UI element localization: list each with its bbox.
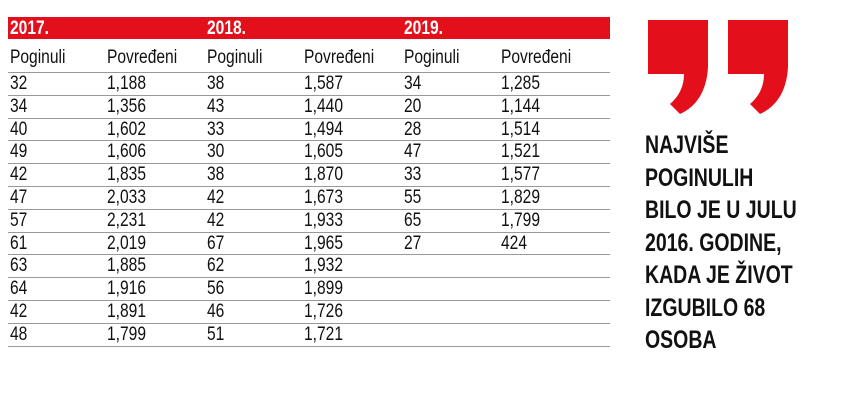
- table-cell: 43: [207, 95, 225, 117]
- row-divider: [8, 163, 610, 165]
- table-cell: 1,514: [501, 118, 540, 140]
- table-cell: 63: [10, 255, 28, 277]
- table-cell: 61: [10, 232, 28, 254]
- table-cell: 1,356: [107, 95, 146, 117]
- table-cell: 1,521: [501, 141, 540, 163]
- row-divider: [8, 277, 610, 279]
- table-cell: 2,033: [107, 187, 146, 208]
- table-cell: 51: [207, 323, 225, 345]
- table-cell: 49: [10, 141, 28, 163]
- table-cell: 1,891: [107, 301, 146, 322]
- year-label: 2019.: [404, 18, 443, 39]
- table-cell: 38: [207, 164, 225, 186]
- table-cell: 47: [10, 187, 28, 208]
- table-cell: 64: [10, 278, 28, 300]
- table-cell: 33: [404, 164, 422, 186]
- quote-line: KADA JE ŽIVOT: [645, 261, 793, 289]
- table-cell: 40: [10, 118, 28, 140]
- table-cell: 62: [207, 255, 225, 277]
- table-cell: 1,932: [304, 255, 343, 277]
- table-cell: 48: [10, 323, 28, 345]
- table-cell: 2,019: [107, 232, 146, 254]
- quote-line: IZGUBILO 68: [645, 293, 766, 322]
- header-bar: [8, 17, 610, 39]
- column-header: Povređeni: [107, 47, 178, 68]
- row-divider: [8, 72, 610, 73]
- table-cell: 1,494: [304, 118, 343, 140]
- table-cell: 1,933: [304, 209, 343, 231]
- table-cell: 1,726: [304, 301, 343, 322]
- table-cell: 1,799: [107, 323, 146, 345]
- table-cell: 1,799: [501, 209, 540, 231]
- table-cell: 55: [404, 187, 422, 208]
- table-cell: 1,602: [107, 118, 146, 140]
- table-cell: 1,965: [304, 232, 343, 254]
- table-cell: 1,587: [304, 73, 343, 94]
- table-cell: 1,144: [501, 95, 540, 117]
- table-cell: 47: [404, 141, 422, 163]
- row-divider: [8, 345, 610, 347]
- table-cell: 28: [404, 118, 422, 140]
- quote-line: POGINULIH: [645, 163, 754, 192]
- table-cell: 1,829: [501, 187, 540, 208]
- row-divider: [8, 322, 610, 324]
- year-label: 2018.: [207, 18, 246, 39]
- table-cell: 1,285: [501, 73, 540, 94]
- column-header: Poginuli: [207, 47, 263, 68]
- table-cell: 1,605: [304, 141, 343, 163]
- row-divider: [8, 186, 610, 187]
- table-cell: 27: [404, 232, 422, 254]
- quote-line: BILO JE U JULU: [645, 196, 797, 224]
- column-header: Povređeni: [304, 47, 375, 68]
- row-divider: [8, 117, 610, 119]
- table-cell: 30: [207, 141, 225, 163]
- table-cell: 1,721: [304, 323, 343, 345]
- table-cell: 65: [404, 209, 422, 231]
- table-cell: 1,673: [304, 187, 343, 208]
- quote-line: OSOBA: [645, 326, 717, 354]
- column-header: Povređeni: [501, 47, 572, 68]
- table-cell: 32: [10, 73, 28, 94]
- quote-line: NAJVIŠE: [645, 131, 729, 159]
- year-label: 2017.: [10, 18, 49, 39]
- table-cell: 34: [10, 95, 28, 117]
- row-divider: [8, 208, 610, 210]
- table-cell: 20: [404, 95, 422, 117]
- table-cell: 57: [10, 209, 28, 231]
- table-cell: 42: [207, 187, 225, 208]
- table-cell: 42: [10, 301, 28, 322]
- table-cell: 1,188: [107, 73, 146, 94]
- row-divider: [8, 231, 610, 233]
- table-cell: 42: [10, 164, 28, 186]
- table-cell: 38: [207, 73, 225, 94]
- table-cell: 1,899: [304, 278, 343, 300]
- table-cell: 67: [207, 232, 225, 254]
- row-divider: [8, 300, 610, 301]
- table-cell: 1,885: [107, 255, 146, 277]
- row-divider: [8, 94, 610, 96]
- table-cell: 424: [501, 232, 527, 254]
- table-cell: 1,916: [107, 278, 146, 300]
- quote-mark: [648, 20, 788, 114]
- column-header: Poginuli: [10, 47, 66, 68]
- row-divider: [8, 254, 610, 256]
- table-cell: 56: [207, 278, 225, 300]
- table-cell: 33: [207, 118, 225, 140]
- table-cell: 1,606: [107, 141, 146, 163]
- column-header: Poginuli: [404, 47, 460, 68]
- table-cell: 1,835: [107, 164, 146, 186]
- table-cell: 42: [207, 209, 225, 231]
- table-cell: 1,440: [304, 95, 343, 117]
- table-cell: 2,231: [107, 209, 146, 231]
- row-divider: [8, 140, 610, 142]
- table-cell: 46: [207, 301, 225, 322]
- table-cell: 1,870: [304, 164, 343, 186]
- quote-line: 2016. GODINE,: [645, 228, 782, 257]
- table-cell: 1,577: [501, 164, 540, 186]
- table-cell: 34: [404, 73, 422, 94]
